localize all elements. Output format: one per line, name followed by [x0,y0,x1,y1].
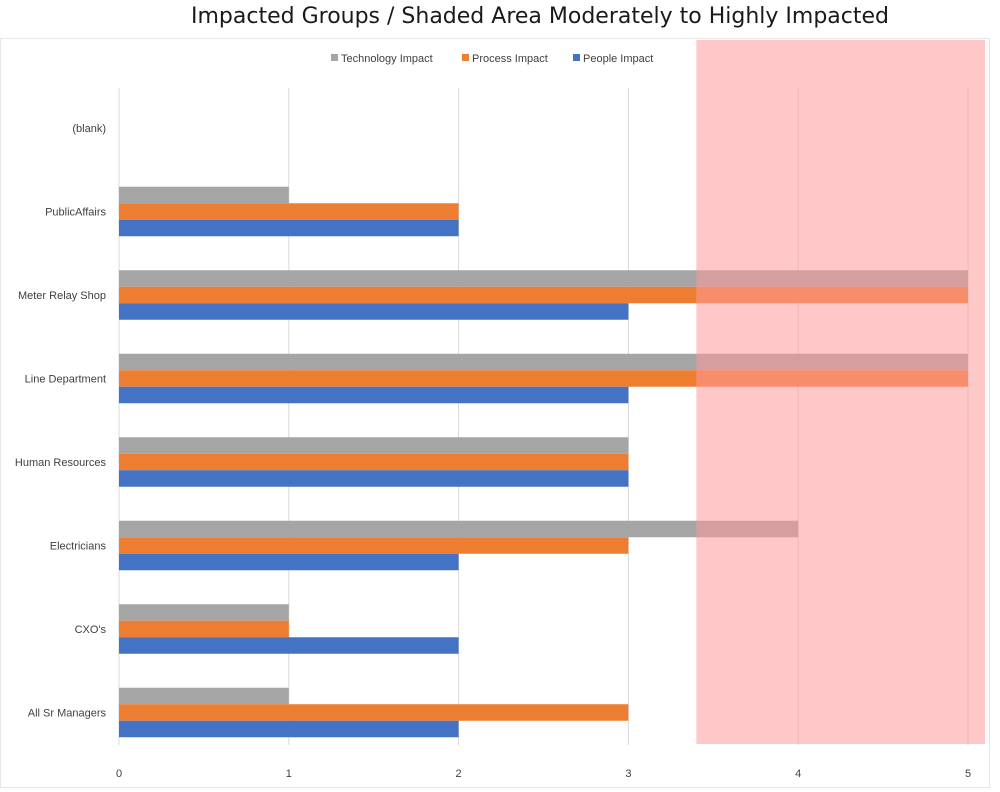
legend-label: Technology Impact [341,53,433,65]
bar-electricians-process-impact [119,537,629,554]
x-tick-label: 3 [625,768,631,780]
x-tick-label: 1 [286,768,292,780]
bar-cxo-s-technology-impact [119,604,289,621]
bar-human-resources-technology-impact [119,437,629,454]
legend-swatch [462,54,469,61]
legend-label: Process Impact [472,53,548,65]
bar-all-sr-managers-process-impact [119,704,629,721]
x-tick-label: 2 [456,768,462,780]
category-labels: (blank) PublicAffairs Meter Relay Shop Line… [15,123,107,720]
bar-human-resources-process-impact [119,453,629,471]
category-label: CXO's [75,624,107,636]
shaded-area [696,40,985,744]
x-tick-labels: 0 1 2 3 4 5 [116,768,971,780]
bar-publicaffairs-technology-impact [119,186,289,204]
category-label: PublicAffairs [45,207,106,219]
category-label: Electricians [50,541,107,553]
bar-cxo-s-process-impact [119,620,289,638]
category-label: All Sr Managers [28,708,107,720]
category-label: Human Resources [15,457,107,469]
bar-human-resources-people-impact [119,470,629,487]
bar-cxo-s-people-impact [119,637,459,654]
legend: Technology Impact Process Impact People Im… [331,53,653,65]
legend-swatch [573,54,580,61]
bar-meter-relay-shop-people-impact [119,303,629,320]
bar-electricians-technology-impact [119,520,799,538]
bar-publicaffairs-people-impact [119,219,459,237]
bar-all-sr-managers-people-impact [119,720,459,738]
bar-publicaffairs-process-impact [119,203,459,220]
category-label: Meter Relay Shop [18,290,106,302]
category-label: (blank) [72,123,106,135]
category-label: Line Department [25,374,106,386]
shaded-impact-area [696,40,985,744]
chart-title: Impacted Groups / Shaded Area Moderately… [191,4,889,29]
x-tick-label: 4 [795,768,801,780]
bar-electricians-people-impact [119,553,459,571]
bar-all-sr-managers-technology-impact [119,687,289,705]
bar-line-department-people-impact [119,386,629,404]
chart-frame [0,38,990,788]
legend-label: People Impact [583,53,653,65]
legend-swatch [331,54,338,61]
x-tick-label: 5 [965,768,971,780]
x-tick-label: 0 [116,768,122,780]
